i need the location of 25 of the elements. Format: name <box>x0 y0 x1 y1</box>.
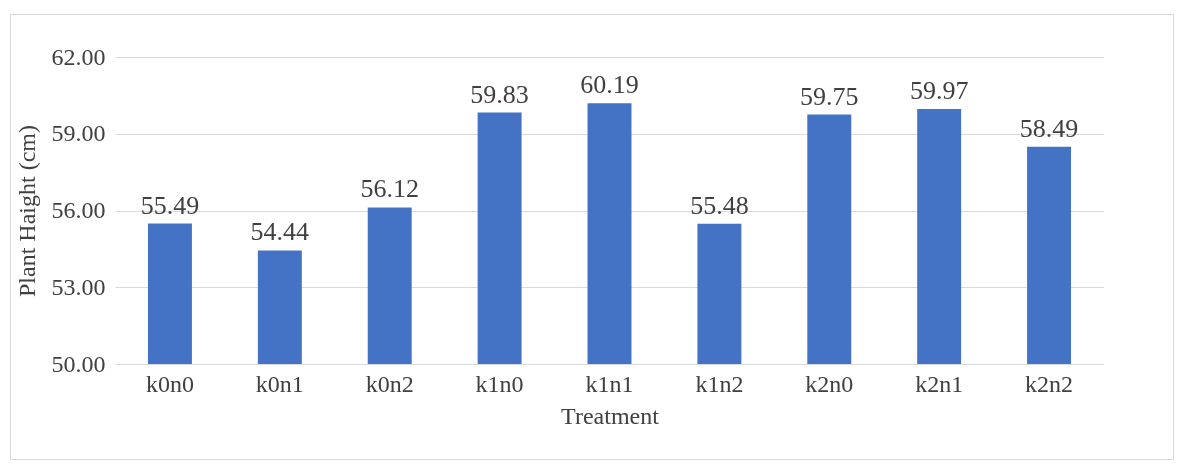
y-tick-label: 62.00 <box>51 43 106 70</box>
x-tick-label: k1n0 <box>475 370 524 397</box>
data-label: 55.48 <box>690 190 749 220</box>
data-label: 60.19 <box>580 70 639 100</box>
x-tick-label: k2n1 <box>915 370 964 397</box>
data-label: 55.49 <box>140 190 200 220</box>
y-tick-label: 50.00 <box>51 350 106 377</box>
data-label: 54.44 <box>250 217 310 247</box>
x-tick-label: k0n2 <box>365 370 414 397</box>
data-label: 59.97 <box>909 75 969 105</box>
x-tick-label: k2n0 <box>805 370 854 397</box>
y-tick-label: 53.00 <box>51 273 106 300</box>
data-label: 56.12 <box>360 174 419 204</box>
x-axis-title: Treatment <box>561 402 660 429</box>
y-tick-label: 59.00 <box>51 120 106 147</box>
x-tick-label: k0n1 <box>255 370 304 397</box>
y-tick-label: 56.00 <box>51 197 106 223</box>
x-tick-label: k1n1 <box>585 370 634 397</box>
data-label: 59.83 <box>470 79 529 109</box>
y-axis-title: Plant Haight (cm) <box>13 125 40 297</box>
data-label: 58.49 <box>1019 113 1079 143</box>
x-tick-label: k0n0 <box>145 370 194 397</box>
x-tick-label: k1n2 <box>695 370 744 397</box>
x-tick-label: k2n2 <box>1025 370 1074 397</box>
data-label: 59.75 <box>800 81 859 111</box>
